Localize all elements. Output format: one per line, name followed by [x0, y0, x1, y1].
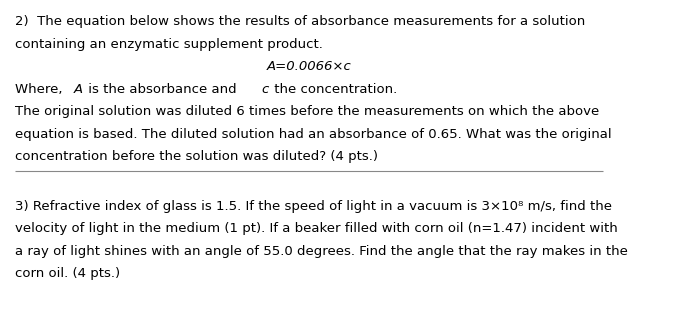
- Text: equation is based. The diluted solution had an absorbance of 0.65. What was the : equation is based. The diluted solution …: [15, 128, 612, 141]
- Text: The original solution was diluted 6 times before the measurements on which the a: The original solution was diluted 6 time…: [15, 105, 599, 118]
- Text: containing an enzymatic supplement product.: containing an enzymatic supplement produ…: [15, 38, 323, 51]
- Text: concentration before the solution was diluted? (4 pts.): concentration before the solution was di…: [15, 150, 378, 163]
- Text: velocity of light in the medium (1 pt). If a beaker filled with corn oil (n=1.47: velocity of light in the medium (1 pt). …: [15, 222, 617, 235]
- Text: Where,: Where,: [15, 83, 66, 96]
- Text: A=0.0066×c: A=0.0066×c: [267, 60, 351, 73]
- Text: is the absorbance and: is the absorbance and: [84, 83, 241, 96]
- Text: c: c: [262, 83, 269, 96]
- Text: A: A: [74, 83, 83, 96]
- Text: 2)  The equation below shows the results of absorbance measurements for a soluti: 2) The equation below shows the results …: [15, 15, 585, 28]
- Text: a ray of light shines with an angle of 55.0 degrees. Find the angle that the ray: a ray of light shines with an angle of 5…: [15, 245, 628, 258]
- Text: 3) Refractive index of glass is 1.5. If the speed of light in a vacuum is 3×10⁸ : 3) Refractive index of glass is 1.5. If …: [15, 200, 612, 213]
- Text: the concentration.: the concentration.: [270, 83, 397, 96]
- Text: corn oil. (4 pts.): corn oil. (4 pts.): [15, 267, 120, 280]
